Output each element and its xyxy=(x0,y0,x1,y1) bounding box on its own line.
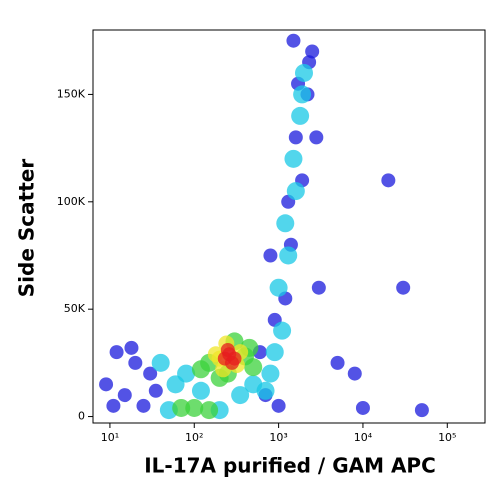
data-point xyxy=(265,343,284,362)
data-point xyxy=(294,63,313,82)
data-point xyxy=(414,403,429,418)
data-point xyxy=(305,44,320,59)
data-point xyxy=(291,106,310,125)
data-point xyxy=(263,248,278,263)
data-point xyxy=(286,182,305,201)
data-point xyxy=(279,246,298,265)
data-point xyxy=(148,383,163,398)
data-point xyxy=(256,381,275,400)
y-tick-label: 0 xyxy=(78,410,85,423)
data-point xyxy=(271,398,286,413)
data-point xyxy=(231,386,250,405)
data-point xyxy=(185,398,204,417)
data-point xyxy=(172,398,191,417)
y-tick-label: 150K xyxy=(57,87,86,100)
data-point xyxy=(273,321,292,340)
data-point xyxy=(227,351,242,366)
data-point xyxy=(200,401,219,420)
data-point xyxy=(286,33,301,48)
data-point xyxy=(261,364,280,383)
x-axis-label: IL-17A purified / GAM APC xyxy=(144,454,436,478)
x-tick-label: 10⁵ xyxy=(438,431,456,444)
data-point xyxy=(330,355,345,370)
y-tick-label: 50K xyxy=(64,302,86,315)
data-point xyxy=(143,366,158,381)
data-point xyxy=(381,173,396,188)
data-point xyxy=(166,375,185,394)
x-tick-label: 10² xyxy=(185,431,203,444)
x-tick-label: 10³ xyxy=(269,431,287,444)
data-point xyxy=(347,366,362,381)
data-point xyxy=(276,214,295,233)
data-point xyxy=(117,388,132,403)
plot-frame xyxy=(92,29,486,424)
data-point xyxy=(309,130,324,145)
data-point xyxy=(311,280,326,295)
data-point xyxy=(284,149,303,168)
x-tick-label: 10⁴ xyxy=(354,431,373,444)
data-point xyxy=(355,400,370,415)
data-point xyxy=(151,353,170,372)
data-point xyxy=(106,398,121,413)
data-point xyxy=(191,381,210,400)
data-point xyxy=(396,280,411,295)
data-point xyxy=(136,398,151,413)
data-point xyxy=(124,340,139,355)
data-point xyxy=(191,360,210,379)
data-point xyxy=(99,377,114,392)
y-tick-label: 100K xyxy=(57,195,86,208)
data-point xyxy=(288,130,303,145)
data-point xyxy=(293,85,312,104)
data-point xyxy=(269,278,288,297)
y-axis-label: Side Scatter xyxy=(15,159,39,298)
x-tick-label: 10¹ xyxy=(101,431,119,444)
data-point xyxy=(244,358,263,377)
data-point xyxy=(128,355,143,370)
data-point xyxy=(109,345,124,360)
